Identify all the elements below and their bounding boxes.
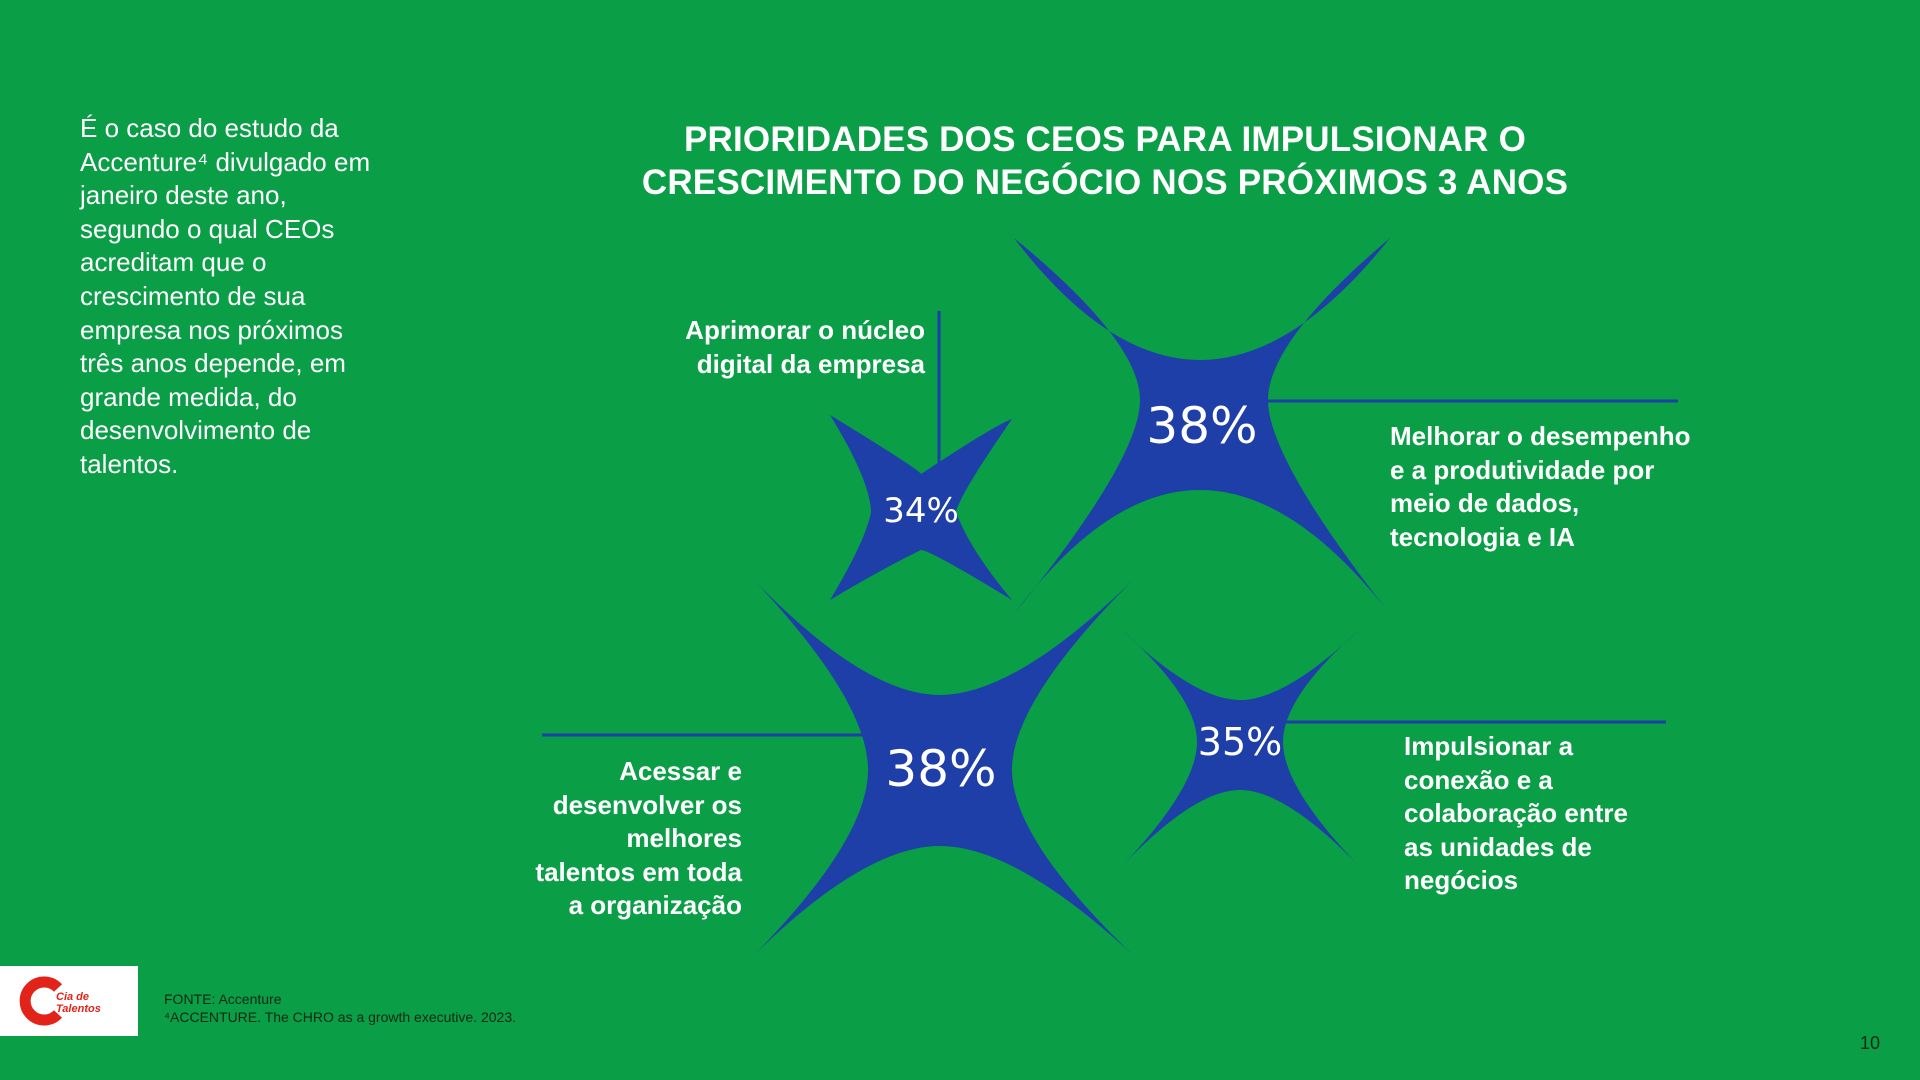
company-logo: Cia de Talentos — [0, 966, 138, 1036]
title-line-2: CRESCIMENTO DO NEGÓCIO NOS PRÓXIMOS 3 AN… — [641, 163, 1569, 202]
label-line: e a produtividade por — [1390, 454, 1655, 485]
percent-value-1: 34% — [883, 491, 959, 531]
label-line: tecnologia e IA — [1390, 521, 1575, 552]
slide-title: PRIORIDADES DOS CEOS PARA IMPULSIONAR O … — [640, 118, 1570, 204]
percent-value-2: 38% — [1146, 397, 1257, 455]
label-line: Impulsionar a — [1404, 731, 1574, 761]
intro-line: É o caso do estudo da — [80, 113, 339, 143]
intro-line: desenvolvimento de — [80, 415, 312, 446]
label-line: Acessar e — [619, 756, 742, 786]
label-line: as unidades de — [1404, 831, 1592, 862]
label-line: Aprimorar o núcleo — [685, 315, 925, 345]
priority-label-digital-core: Aprimorar o núcleo digital da empresa — [640, 314, 925, 381]
intro-line: segundo o qual CEOs — [80, 213, 335, 244]
footer-source: FONTE: Accenture ⁴ACCENTURE. The CHRO as… — [164, 990, 516, 1026]
priority-label-talents: Acessar e desenvolver os melhores talent… — [480, 755, 742, 923]
intro-line: empresa nos próximos — [80, 314, 343, 345]
intro-line: talentos. — [80, 448, 179, 479]
page-number: 10 — [1860, 1033, 1881, 1053]
label-line: negócios — [1404, 865, 1519, 896]
label-line: digital da empresa — [696, 348, 925, 379]
label-line: melhores — [626, 823, 742, 854]
label-line: desenvolver os — [552, 789, 742, 820]
logo-text: Cia de Talentos — [56, 991, 126, 1015]
star-shape-3 — [754, 580, 1133, 955]
reference-text: ⁴ACCENTURE. The CHRO as a growth executi… — [164, 1009, 517, 1025]
intro-line: Accenture⁴ divulgado em — [80, 146, 371, 177]
intro-line: janeiro deste ano, — [80, 180, 287, 211]
label-line: talentos em toda — [535, 856, 742, 887]
intro-line: acreditam que o — [80, 247, 267, 278]
percent-value-4: 35% — [1198, 720, 1282, 764]
label-line: conexão e a — [1404, 764, 1553, 795]
label-line: meio de dados, — [1390, 488, 1580, 519]
percent-value-3: 38% — [885, 740, 996, 798]
intro-paragraph: É o caso do estudo da Accenture⁴ divulga… — [80, 112, 410, 482]
logo-text-line-1: Cia de — [56, 991, 90, 1003]
star-shape-4 — [1123, 631, 1358, 865]
priority-label-performance: Melhorar o desempenho e a produtividade … — [1390, 420, 1730, 554]
logo-text-line-2: Talentos — [56, 1003, 101, 1015]
label-line: Melhorar o desempenho — [1390, 421, 1691, 451]
logo-c-icon — [19, 976, 63, 1026]
intro-line: crescimento de sua — [80, 280, 306, 311]
star-shape-2 — [1014, 238, 1390, 614]
title-line-1: PRIORIDADES DOS CEOS PARA IMPULSIONAR O — [683, 120, 1527, 159]
label-line: colaboração entre — [1404, 798, 1628, 829]
label-line: a organização — [568, 890, 742, 921]
intro-line: grande medida, do — [80, 381, 297, 412]
priority-label-collaboration: Impulsionar a conexão e a colaboração en… — [1404, 730, 1704, 898]
star-shape-1 — [830, 415, 1012, 600]
source-text: FONTE: Accenture — [164, 991, 282, 1007]
intro-line: três anos depende, em — [80, 348, 346, 379]
